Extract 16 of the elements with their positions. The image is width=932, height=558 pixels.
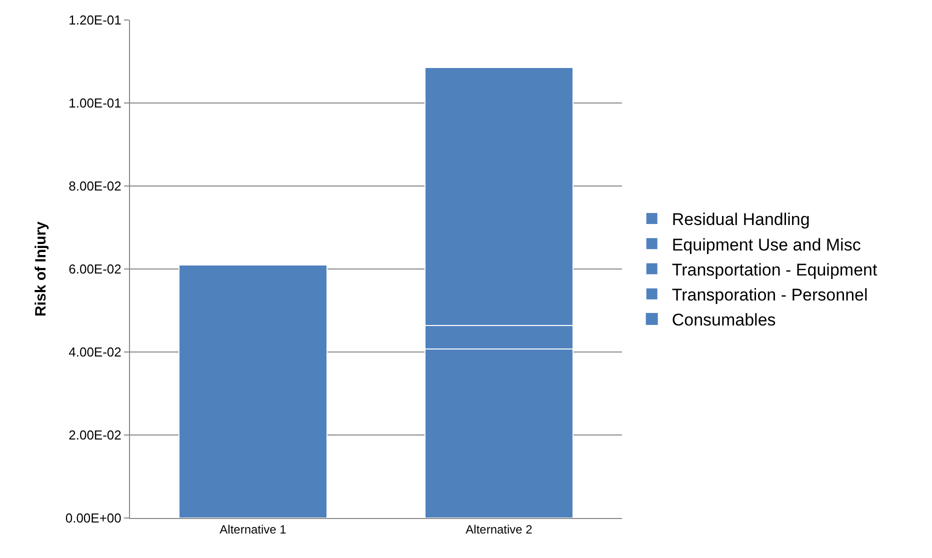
y-tick-label: 1.20E-01 [68,12,122,28]
y-tick-label: 0.00E+00 [65,510,122,526]
legend-label: Consumables [672,310,776,330]
legend-label: Residual Handling [672,210,810,230]
y-tick-label: 2.00E-02 [68,428,122,443]
y-tick-label: 4.00E-02 [68,344,122,360]
y-tick-label: 6.00E-02 [68,262,122,277]
x-tick-label: Alternative 2 [466,522,533,536]
y-tick-label: 8.00E-02 [68,178,122,194]
legend-label: Equipment Use and Misc [672,235,862,254]
legend-label: Transporation - Personnel [672,285,868,304]
x-tick-label: Alternative 1 [220,522,287,536]
legend-label: Transportation - Equipment [672,260,878,280]
bar [178,264,328,518]
y-tick-label: 1.00E-01 [68,96,122,111]
y-axis-title: Risk of Injury [32,220,50,317]
